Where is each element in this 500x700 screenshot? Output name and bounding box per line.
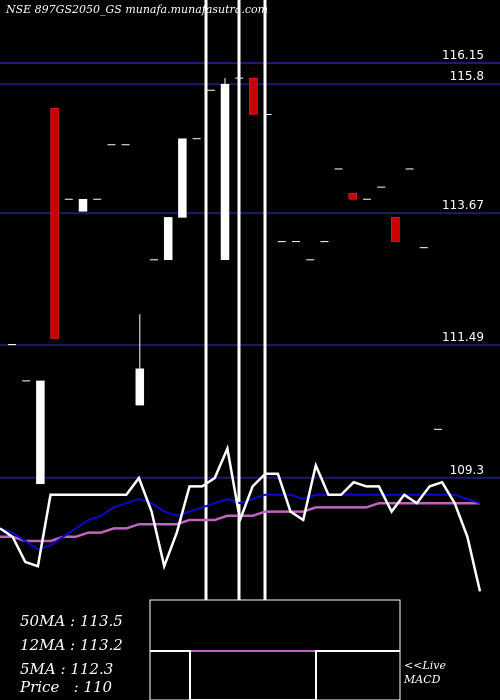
ma50-label: 50MA : 113.5 [20, 612, 123, 630]
candle [50, 108, 59, 339]
gridline-label: 113.67 [442, 198, 484, 212]
ma5-label: 5MA : 112.3 [20, 660, 114, 678]
candle-body [220, 83, 230, 261]
price-label: Price : 110 [20, 678, 113, 696]
macd-panel [149, 599, 401, 700]
candle [220, 78, 230, 261]
candle-body [78, 198, 88, 212]
candle-body [178, 138, 187, 218]
candle [178, 138, 187, 218]
candle [249, 77, 258, 115]
chart-title: NSE 897GS2050_GS munafa.munafasutra.com [6, 3, 269, 16]
close-line [0, 444, 482, 592]
gridline-label: 115.8 [450, 69, 484, 83]
candle [348, 192, 358, 200]
ma-short-line [0, 493, 481, 551]
gridline-label: 109.3 [450, 463, 484, 477]
gridline-label: 111.49 [442, 330, 484, 344]
candle-body [348, 192, 358, 200]
ma12-label: 12MA : 113.2 [20, 636, 123, 654]
candlestick-series [8, 77, 442, 485]
candle [391, 217, 400, 242]
candle-body [135, 368, 145, 406]
macd-live-label: <<Live [404, 659, 446, 672]
candle-body [249, 77, 258, 115]
macd-line [150, 650, 400, 700]
candle [36, 380, 45, 485]
gridline-label: 116.15 [442, 48, 484, 62]
candle [78, 198, 88, 212]
macd-title: MACD [404, 673, 441, 686]
candle-body [163, 217, 173, 261]
candle-body [50, 108, 59, 339]
indicator-panel [0, 444, 482, 592]
candle [163, 217, 173, 261]
candle [135, 314, 145, 406]
candle-body [36, 380, 45, 485]
highlight-vertical-lines [204, 0, 267, 700]
candle-body [391, 217, 400, 242]
